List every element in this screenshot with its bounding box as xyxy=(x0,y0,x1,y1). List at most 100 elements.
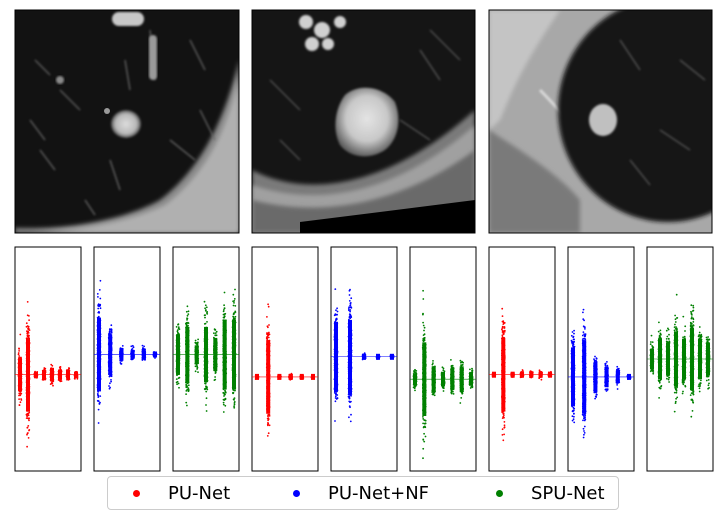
scatter-point xyxy=(204,316,206,319)
scatter-point xyxy=(267,303,269,306)
scatter-point xyxy=(205,306,208,309)
scatter-point xyxy=(423,432,425,435)
scatter-core xyxy=(232,319,236,390)
scatter-point xyxy=(196,366,199,369)
scatter-point xyxy=(267,419,269,422)
scatter-point xyxy=(50,363,53,366)
scatter-point xyxy=(26,314,29,317)
scatter-point xyxy=(27,414,30,417)
panel-points-2 xyxy=(96,279,158,424)
scatter-point xyxy=(97,311,100,314)
scatter-point xyxy=(185,322,188,325)
scatter-point xyxy=(18,355,21,357)
scatter-core xyxy=(222,319,227,390)
scatter-point xyxy=(110,331,113,334)
scatter-point xyxy=(422,334,425,336)
scatter-point xyxy=(215,330,218,333)
scatter-point xyxy=(28,319,30,321)
scatter-point xyxy=(233,403,236,406)
scatter-point xyxy=(96,400,99,402)
scatter-point xyxy=(432,360,434,362)
scatter-point xyxy=(266,423,269,426)
scatter-point xyxy=(108,329,111,331)
scatter-core xyxy=(266,340,271,414)
scatter-point xyxy=(349,302,352,304)
scatter-point xyxy=(25,325,28,328)
scatter-point xyxy=(363,352,366,354)
scatter-point xyxy=(234,310,237,313)
scatter-point xyxy=(27,437,30,439)
scatter-core xyxy=(334,321,338,392)
scatter-point xyxy=(232,391,235,394)
scatter-point xyxy=(28,329,31,331)
scatter-point xyxy=(348,289,351,292)
scatter-core xyxy=(185,326,190,383)
scatter-point xyxy=(108,332,111,335)
scatter-point xyxy=(154,357,156,359)
scatter-point xyxy=(350,316,353,319)
scatter-point xyxy=(131,348,134,350)
scatter-point xyxy=(178,386,180,389)
scatter-point xyxy=(222,411,225,413)
scatter-core xyxy=(141,349,146,360)
scatter-point xyxy=(26,433,28,436)
scatter-point xyxy=(59,367,62,370)
scatter-point xyxy=(233,406,236,409)
scatter-point xyxy=(177,326,180,329)
scatter-point xyxy=(267,336,270,339)
scatter-point xyxy=(27,327,29,330)
scatter-point xyxy=(423,419,426,422)
scatter-point xyxy=(205,390,208,393)
scatter-point xyxy=(266,332,268,334)
scatter-point xyxy=(66,378,69,381)
scatter-point xyxy=(205,397,208,400)
scatter-point xyxy=(120,363,122,365)
scatter-point xyxy=(20,392,23,395)
scatter-point xyxy=(203,314,206,317)
ct-image-3 xyxy=(489,10,712,233)
scatter-point xyxy=(187,381,190,384)
scatter-point xyxy=(413,387,416,390)
scatter-point xyxy=(27,325,30,328)
scatter-core xyxy=(194,345,199,364)
scatter-point xyxy=(413,385,416,387)
scatter-point xyxy=(424,426,427,429)
scatter-point xyxy=(186,314,189,317)
scatter-point xyxy=(348,294,351,296)
scatter-point xyxy=(108,330,111,333)
scatter-point xyxy=(334,395,337,398)
scatter-point xyxy=(336,307,338,310)
scatter-point xyxy=(186,404,188,407)
scatter-point xyxy=(422,416,424,418)
scatter-point xyxy=(215,334,218,337)
scatter-point xyxy=(110,324,113,327)
scatter-point xyxy=(26,301,29,303)
scatter-point xyxy=(233,399,236,401)
scatter-point xyxy=(214,378,217,381)
scatter-point xyxy=(99,279,102,282)
scatter-point xyxy=(334,400,337,403)
scatter-point xyxy=(187,384,190,387)
scatter-point xyxy=(176,380,179,383)
scatter-point xyxy=(442,390,445,392)
panel-points-5 xyxy=(333,288,395,423)
scatter-point xyxy=(266,325,269,328)
scatter-core xyxy=(97,317,101,392)
scatter-point xyxy=(26,445,28,448)
scatter-point xyxy=(213,328,216,330)
scatter-point xyxy=(223,313,226,316)
scatter-core xyxy=(255,373,259,380)
scatter-point xyxy=(347,308,350,310)
scatter-point xyxy=(52,384,54,387)
panel-frame-1 xyxy=(14,246,82,472)
ct-image-1-frame xyxy=(14,9,240,234)
scatter-core xyxy=(58,369,62,380)
scatter-point xyxy=(268,413,271,416)
scatter-point xyxy=(268,424,271,427)
scatter-point xyxy=(185,384,188,387)
scatter-point xyxy=(423,326,426,329)
scatter-point xyxy=(350,297,353,300)
scatter-point xyxy=(195,342,198,345)
scatter-point xyxy=(185,310,188,313)
panel-points-3 xyxy=(175,288,237,413)
